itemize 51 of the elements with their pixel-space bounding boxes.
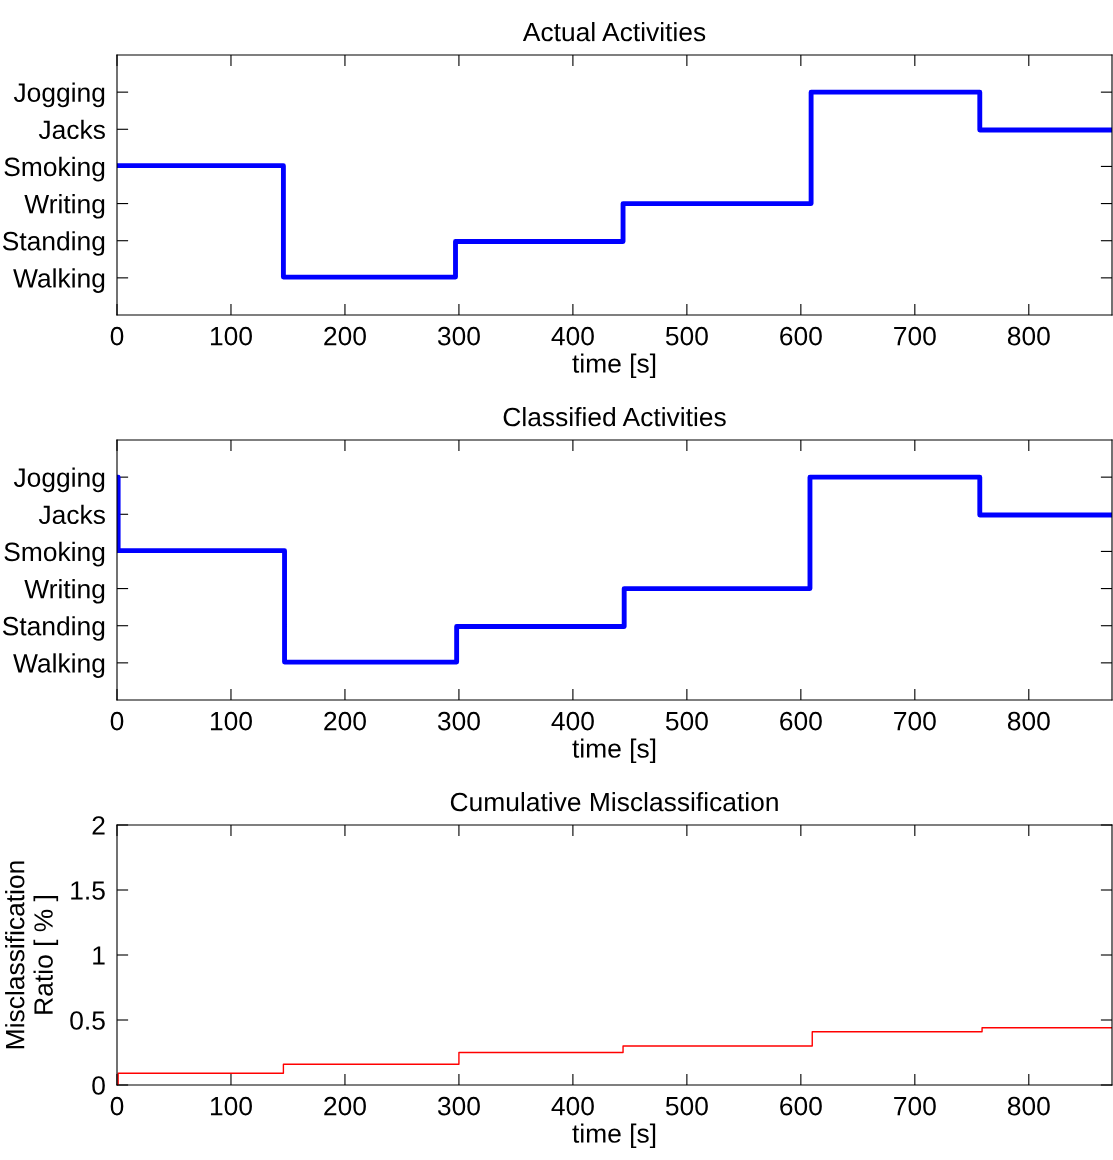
x-tick-label: 500 <box>665 1096 708 1116</box>
text: Jogging <box>13 467 105 493</box>
chart-title: Classified Activities <box>503 406 726 427</box>
text: Jacks <box>38 119 105 140</box>
x-tick-label: 300 <box>437 326 480 346</box>
x-tick-label: 400 <box>551 1096 594 1116</box>
y-axis-title: Misclassification Ratio [ % ] <box>5 861 59 1049</box>
x-tick-label: 300 <box>437 1096 480 1116</box>
text: Writing <box>24 194 105 219</box>
text: Jogging <box>13 82 105 108</box>
x-tick-label: 500 <box>665 711 708 731</box>
x-tick-label: 800 <box>1007 711 1050 731</box>
x-tick-label: 400 <box>551 711 594 731</box>
x-tick-label: 700 <box>894 1096 936 1116</box>
y-tick-label: 0.5 <box>70 1011 105 1030</box>
text: Writing <box>24 579 105 604</box>
chart-title: Actual Activities <box>522 21 706 42</box>
x-tick-label: 0 <box>110 1096 124 1116</box>
x-tick-label: 500 <box>665 326 708 346</box>
y-tick-label: 1.5 <box>71 881 105 900</box>
text: Walking <box>13 653 105 678</box>
x-tick-label: 100 <box>210 711 252 731</box>
x-tick-label: 300 <box>437 711 480 731</box>
text: Standing <box>2 231 105 256</box>
x-tick-label: 200 <box>324 711 366 731</box>
x-tick-label: 600 <box>780 1096 822 1116</box>
x-tick-label: 700 <box>894 326 936 346</box>
y-tick-label: 1 <box>93 946 105 965</box>
text: Jacks <box>38 504 105 525</box>
x-tick-label: 800 <box>1007 326 1050 346</box>
x-tick-label: 600 <box>780 326 822 346</box>
x-tick-label: 100 <box>210 326 252 346</box>
x-tick-label: 100 <box>210 1096 252 1116</box>
x-tick-label: 600 <box>780 711 822 731</box>
y-tick-label: 2 <box>92 816 105 835</box>
x-tick-label: 400 <box>551 326 594 346</box>
x-tick-label: 0 <box>110 326 124 346</box>
text: Walking <box>13 268 105 293</box>
y-tick-label: 0 <box>92 1076 105 1095</box>
x-tick-label: 200 <box>324 326 366 346</box>
text: Smoking <box>4 156 105 182</box>
text: Smoking <box>4 541 105 567</box>
x-tick-label: 800 <box>1007 1096 1050 1116</box>
x-tick-label: 0 <box>110 711 124 731</box>
text: Standing <box>2 616 105 641</box>
x-axis-title: time [s] <box>572 738 656 764</box>
x-axis-title: time [s] <box>572 1123 656 1149</box>
x-tick-label: 700 <box>894 711 936 731</box>
chart-title: Cumulative Misclassification <box>450 791 778 812</box>
x-axis-title: time [s] <box>572 353 656 379</box>
x-tick-label: 200 <box>324 1096 366 1116</box>
